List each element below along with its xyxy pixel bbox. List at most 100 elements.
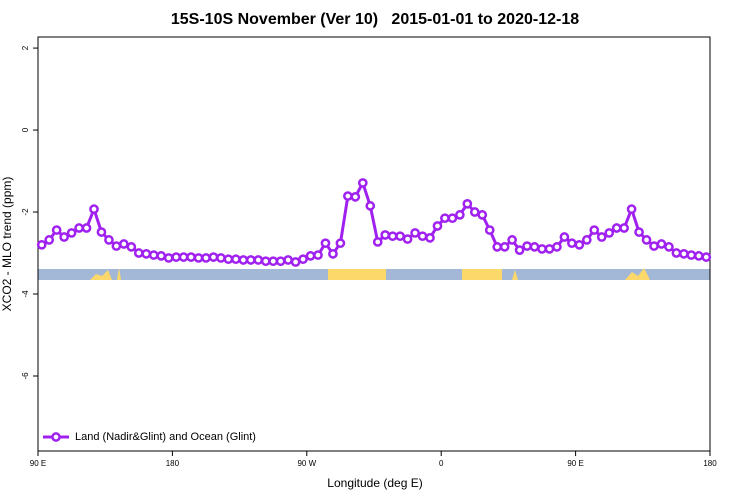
data-point: [335, 238, 346, 249]
data-point: [499, 242, 510, 252]
y-tick-label: -6: [21, 372, 30, 380]
data-point: [245, 255, 256, 265]
data-point: [186, 252, 196, 262]
data-point: [36, 239, 47, 250]
data-point: [208, 252, 219, 262]
data-point: [440, 213, 450, 224]
data-point: [574, 239, 585, 250]
data-point: [529, 242, 540, 252]
data-point: [567, 238, 577, 249]
data-point: [395, 231, 405, 242]
x-tick-label: 180: [166, 459, 180, 468]
y-tick-label: 2: [21, 45, 30, 50]
x-tick-label: 180: [703, 459, 717, 468]
data-point: [641, 235, 652, 245]
data-point: [626, 204, 637, 215]
data-point: [343, 191, 353, 201]
data-point: [350, 192, 361, 202]
data-point: [283, 255, 293, 265]
data-point: [455, 210, 465, 220]
data-point: [133, 248, 144, 258]
x-tick-label: 90 E: [30, 459, 46, 468]
data-point: [260, 256, 271, 267]
data-point: [559, 232, 570, 242]
data-point: [111, 241, 122, 251]
x-tick-label: 0: [439, 459, 444, 468]
data-point: [163, 253, 174, 263]
data-point: [59, 232, 69, 242]
y-tick-label: 0: [21, 127, 30, 132]
data-point: [268, 256, 279, 267]
data-point: [171, 252, 181, 262]
data-point: [425, 233, 435, 243]
data-point: [693, 251, 704, 261]
data-point: [275, 256, 286, 267]
data-point: [537, 244, 547, 254]
data-point: [305, 251, 316, 261]
legend-marker: [51, 432, 61, 442]
data-point: [238, 255, 249, 265]
data-point: [66, 228, 77, 238]
data-point: [477, 210, 488, 220]
data-point: [74, 223, 84, 233]
data-point: [380, 230, 391, 240]
data-point: [596, 232, 607, 242]
data-point: [581, 235, 592, 245]
data-point: [178, 252, 189, 262]
data-point: [223, 254, 234, 265]
data-point: [484, 225, 495, 235]
data-point: [313, 250, 323, 260]
data-point: [201, 253, 211, 263]
data-point: [328, 248, 338, 259]
data-point: [89, 204, 99, 215]
y-tick-label: -4: [21, 290, 30, 298]
y-tick-label: -2: [21, 208, 30, 216]
data-point: [410, 228, 420, 238]
data-point: [634, 227, 644, 237]
data-point: [253, 255, 264, 265]
data-point: [604, 228, 615, 238]
data-point: [141, 248, 152, 259]
data-point: [320, 238, 331, 249]
data-point: [148, 250, 159, 260]
data-point: [357, 178, 368, 188]
data-point: [619, 223, 629, 233]
data-point: [372, 237, 383, 247]
data-point: [402, 234, 413, 244]
chart-title: 15S-10S November (Ver 10) 2015-01-01 to …: [171, 11, 579, 28]
data-point: [119, 239, 129, 249]
data-point: [522, 241, 532, 251]
data-point: [290, 257, 301, 267]
y-axis-label: XCO2 - MLO trend (ppm): [0, 177, 14, 312]
data-point: [447, 213, 458, 224]
data-point: [462, 198, 473, 209]
data-point: [96, 227, 107, 237]
data-point: [193, 253, 204, 263]
data-point: [507, 235, 517, 245]
x-tick-label: 90 E: [567, 459, 583, 468]
data-point: [679, 248, 689, 259]
data-point: [231, 254, 241, 265]
data-point: [544, 244, 555, 254]
data-point: [664, 242, 674, 252]
data-point: [492, 242, 503, 252]
data-point: [417, 231, 428, 242]
data-point: [611, 223, 622, 233]
land-ocean-strip: [38, 268, 710, 280]
data-point: [649, 241, 659, 251]
data-point: [514, 245, 525, 255]
data-point: [156, 251, 167, 261]
data-point: [51, 225, 62, 235]
data-point: [44, 235, 55, 245]
data-point: [469, 207, 480, 217]
data-point: [365, 201, 376, 211]
data-point: [104, 235, 114, 245]
data-point: [671, 248, 682, 258]
data-point: [216, 253, 226, 263]
data-point: [81, 223, 92, 233]
data-point: [552, 242, 562, 252]
data-point: [686, 250, 697, 260]
data-point: [126, 242, 137, 252]
x-tick-label: 90 W: [297, 459, 316, 468]
